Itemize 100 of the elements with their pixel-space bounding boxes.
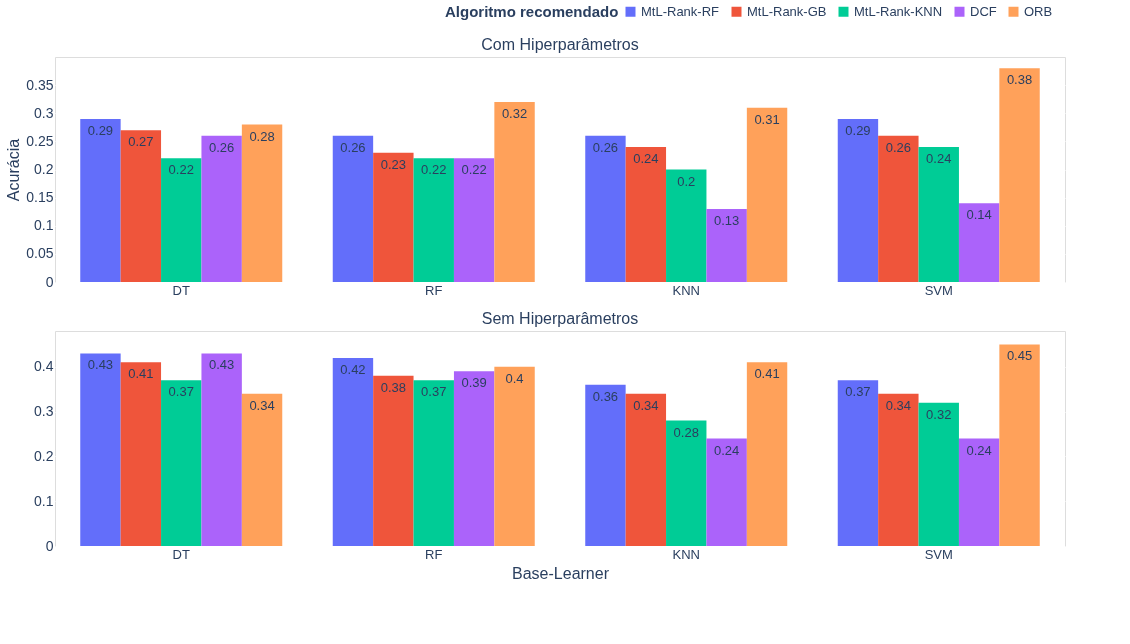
bar xyxy=(453,158,495,282)
bar xyxy=(625,147,667,282)
bar xyxy=(80,353,121,546)
data-label: 0.14 xyxy=(966,207,992,223)
legend-label: MtL-Rank-KNN xyxy=(854,3,943,19)
data-label: 0.4 xyxy=(505,370,524,386)
x-tick-label: SVM xyxy=(924,546,953,562)
bar xyxy=(585,135,626,282)
chart-title: Sem Hiperparâmetros xyxy=(481,310,639,327)
bar xyxy=(746,362,788,546)
bar xyxy=(332,135,374,282)
data-label: 0.41 xyxy=(754,366,780,382)
data-label: 0.41 xyxy=(128,366,154,382)
data-label: 0.29 xyxy=(845,122,871,138)
bar xyxy=(373,152,414,282)
bar xyxy=(201,353,242,546)
x-tick-label: SVM xyxy=(924,282,953,298)
bar xyxy=(878,393,919,546)
x-tick-label: KNN xyxy=(672,282,700,298)
data-label: 0.26 xyxy=(592,139,619,155)
y-tick-label: 0.35 xyxy=(26,76,54,93)
data-label: 0.42 xyxy=(340,361,366,377)
bar xyxy=(837,118,879,282)
data-label: 0.27 xyxy=(128,134,154,150)
y-tick-label: 0.3 xyxy=(34,104,54,121)
bar xyxy=(958,438,1000,546)
x-tick-label: DT xyxy=(172,546,190,562)
data-label: 0.34 xyxy=(633,397,659,413)
data-label: 0.26 xyxy=(340,139,366,155)
data-label: 0.2 xyxy=(677,173,696,189)
x-tick-label: KNN xyxy=(672,546,700,562)
bar xyxy=(161,158,202,282)
data-label: 0.34 xyxy=(249,397,275,413)
bar xyxy=(494,366,535,546)
y-tick-label: 0.25 xyxy=(26,132,54,149)
data-label: 0.43 xyxy=(208,357,235,373)
bar xyxy=(918,402,959,546)
bar xyxy=(241,124,283,282)
bar xyxy=(878,135,919,282)
data-label: 0.45 xyxy=(1006,348,1033,364)
chart-title: Com Hiperparâmetros xyxy=(481,36,639,53)
bar xyxy=(413,158,454,282)
data-label: 0.24 xyxy=(713,442,740,458)
x-axis-title: Base-Learner xyxy=(512,564,610,582)
data-label: 0.22 xyxy=(421,162,447,178)
bar xyxy=(413,380,454,546)
bar xyxy=(625,393,667,546)
bar xyxy=(332,357,374,546)
bar xyxy=(999,344,1040,546)
bar xyxy=(746,107,788,282)
bar xyxy=(453,371,495,546)
bar xyxy=(241,393,283,546)
data-label: 0.38 xyxy=(1006,72,1033,88)
x-tick-label: DT xyxy=(172,282,190,298)
bar xyxy=(120,130,162,282)
x-tick-label: RF xyxy=(425,282,443,298)
bar xyxy=(706,208,747,282)
data-label: 0.22 xyxy=(461,162,487,178)
data-label: 0.39 xyxy=(461,375,487,391)
x-tick-label: RF xyxy=(425,546,443,562)
data-label: 0.26 xyxy=(885,139,912,155)
legend-label: MtL-Rank-GB xyxy=(747,3,827,19)
bar xyxy=(80,118,121,282)
y-tick-label: 0.15 xyxy=(26,189,54,206)
data-label: 0.37 xyxy=(421,384,447,400)
data-label: 0.24 xyxy=(966,442,992,458)
data-label: 0.37 xyxy=(845,384,871,400)
y-tick-label: 0.3 xyxy=(34,403,54,420)
data-label: 0.37 xyxy=(168,384,194,400)
data-label: 0.32 xyxy=(926,406,952,422)
data-label: 0.24 xyxy=(633,151,659,166)
y-axis-title: Acurácia xyxy=(5,138,23,202)
y-tick-label: 0.4 xyxy=(34,358,54,375)
bar xyxy=(373,375,414,546)
bar xyxy=(999,68,1040,282)
data-label: 0.28 xyxy=(673,424,699,440)
bar xyxy=(958,203,1000,282)
data-label: 0.43 xyxy=(87,357,114,373)
data-label: 0.28 xyxy=(249,128,275,144)
data-label: 0.32 xyxy=(501,106,528,121)
bar xyxy=(666,420,707,546)
bar xyxy=(706,438,747,546)
data-label: 0.26 xyxy=(208,139,235,155)
bar xyxy=(161,380,202,546)
bar xyxy=(201,135,242,282)
legend-label: ORB xyxy=(1024,3,1053,19)
bar xyxy=(666,169,707,282)
y-tick-label: 0.1 xyxy=(34,492,54,509)
legend-label: DCF xyxy=(970,3,997,19)
data-label: 0.22 xyxy=(168,162,194,178)
bar xyxy=(120,362,162,546)
y-tick-label: 0 xyxy=(45,273,54,290)
legend-label: MtL-Rank-RF xyxy=(641,3,720,19)
y-tick-label: 0.2 xyxy=(34,447,54,464)
data-label: 0.24 xyxy=(926,151,952,166)
data-label: 0.31 xyxy=(754,111,780,127)
legend-title: Algoritmo recomendado xyxy=(445,3,619,20)
data-label: 0.36 xyxy=(592,388,619,404)
bar xyxy=(918,147,959,282)
data-label: 0.23 xyxy=(380,156,407,172)
